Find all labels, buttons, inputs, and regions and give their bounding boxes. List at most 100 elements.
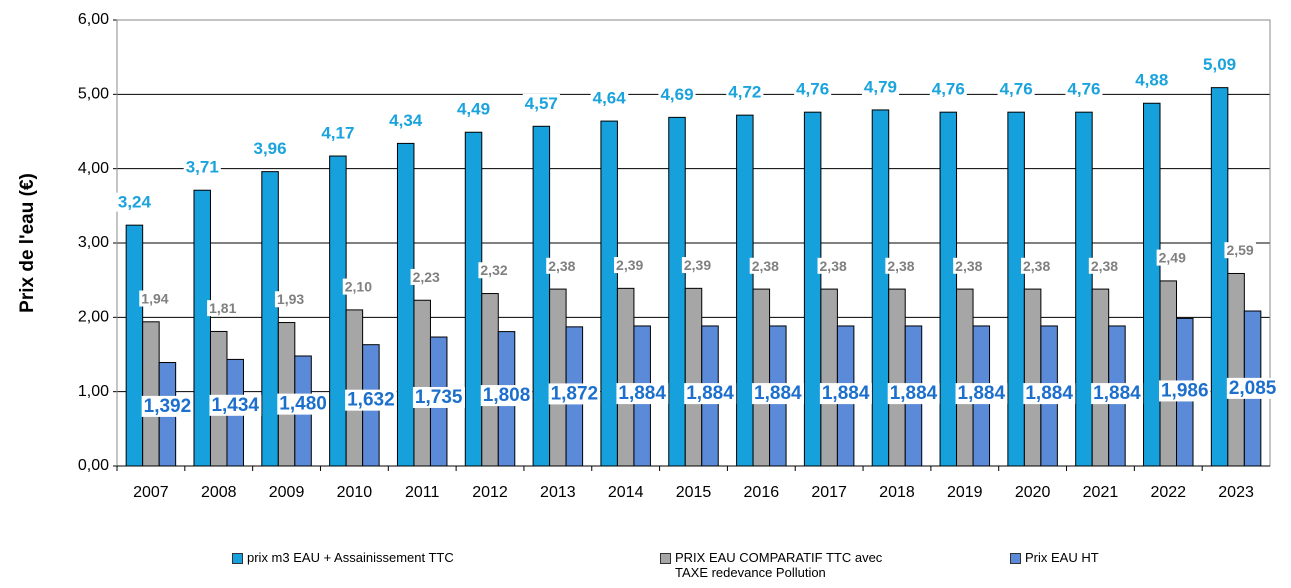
- data-label: 4,76: [1000, 80, 1033, 99]
- label-box: [749, 257, 782, 274]
- x-tick-label: 2020: [1015, 484, 1051, 501]
- legend-label: prix m3 EAU + Assainissement TTC: [247, 550, 454, 565]
- label-box: [1088, 257, 1121, 274]
- label-box: [861, 77, 900, 97]
- data-label: 1,808: [483, 385, 531, 406]
- data-label: 4,57: [525, 94, 558, 113]
- data-label: 4,34: [389, 111, 423, 130]
- data-label: 2,39: [616, 257, 643, 273]
- data-label: 1,735: [415, 387, 463, 408]
- x-tick-label: 2022: [1150, 484, 1186, 501]
- data-label: 1,986: [1161, 380, 1209, 401]
- bar: [684, 287, 703, 467]
- x-tick-label: 2017: [811, 484, 847, 501]
- label-box: [1133, 70, 1171, 90]
- bar: [142, 321, 160, 467]
- x-tick-label: 2021: [1083, 484, 1119, 501]
- data-label: 1,884: [1025, 383, 1073, 404]
- label-box: [1158, 380, 1211, 402]
- data-label: 2,49: [1159, 250, 1186, 266]
- label-box: [955, 383, 1008, 405]
- data-label: 3,96: [254, 139, 287, 158]
- data-label: 1,884: [1093, 383, 1141, 404]
- label-box: [1201, 55, 1239, 75]
- x-tick-label: 2019: [947, 484, 983, 501]
- bar: [345, 309, 364, 467]
- bar: [616, 287, 635, 467]
- label-box: [207, 300, 239, 317]
- label-box: [1156, 249, 1189, 266]
- label-box: [885, 257, 917, 274]
- label-box: [319, 123, 357, 143]
- data-label: 1,81: [209, 300, 236, 316]
- data-label: 1,94: [141, 290, 168, 306]
- bar: [1091, 288, 1110, 467]
- label-box: [616, 383, 669, 405]
- y-tick-label: 1,00: [78, 383, 109, 400]
- label-box: [412, 386, 465, 408]
- y-axis-label: Prix de l'eau (€): [17, 173, 38, 313]
- label-box: [522, 93, 560, 113]
- label-box: [139, 290, 171, 307]
- label-box: [548, 383, 601, 405]
- legend-swatch: [660, 553, 671, 564]
- y-tick-label: 0,00: [78, 457, 109, 474]
- x-tick-label: 2008: [201, 484, 237, 501]
- bar: [1023, 288, 1042, 467]
- label-box: [794, 79, 832, 99]
- label-box: [387, 110, 425, 130]
- label-box: [454, 99, 493, 119]
- data-label: 2,38: [955, 258, 982, 274]
- bar: [464, 131, 483, 467]
- data-label: 4,72: [728, 83, 761, 102]
- bar: [396, 142, 415, 467]
- label-box: [590, 88, 629, 108]
- bar: [1143, 102, 1161, 467]
- data-label: 1,884: [822, 383, 870, 404]
- data-label: 4,79: [864, 77, 897, 96]
- label-box: [251, 139, 289, 159]
- bar: [1159, 280, 1178, 467]
- bar: [1007, 111, 1025, 467]
- x-tick-label: 2016: [744, 484, 780, 501]
- label-box: [342, 278, 375, 295]
- bar: [956, 288, 974, 467]
- label-box: [887, 383, 940, 405]
- y-tick-label: 3,00: [78, 234, 109, 251]
- data-label: 2,38: [752, 258, 779, 274]
- y-tick-label: 4,00: [78, 160, 109, 177]
- data-label: 2,32: [480, 262, 507, 278]
- legend-label: Prix EAU HT: [1025, 550, 1099, 565]
- data-label: 2,23: [413, 269, 440, 285]
- x-tick-label: 2007: [133, 484, 169, 501]
- bar: [261, 171, 279, 467]
- bar: [820, 288, 838, 467]
- bar: [803, 111, 822, 467]
- data-label: 4,76: [932, 80, 965, 99]
- x-tick-label: 2023: [1218, 484, 1254, 501]
- bar: [871, 109, 890, 467]
- label-box: [277, 393, 329, 415]
- bar: [481, 293, 499, 467]
- bar: [532, 125, 551, 467]
- legend-swatch: [1010, 553, 1021, 564]
- data-label: 1,434: [211, 395, 259, 416]
- label-box: [410, 268, 443, 285]
- data-label: 3,71: [186, 158, 219, 177]
- y-tick-label: 2,00: [78, 309, 109, 326]
- bar: [600, 120, 618, 467]
- data-label: 1,392: [144, 396, 192, 417]
- label-box: [614, 257, 646, 274]
- data-label: 2,38: [820, 258, 847, 274]
- x-tick-label: 2013: [540, 484, 576, 501]
- bar: [752, 288, 771, 467]
- label-box: [1224, 242, 1256, 259]
- label-box: [726, 82, 764, 102]
- bar: [125, 224, 144, 467]
- label-box: [1020, 257, 1053, 274]
- x-tick-label: 2010: [337, 484, 373, 501]
- data-label: 1,884: [754, 383, 802, 404]
- label-box: [1091, 383, 1144, 405]
- data-label: 1,884: [890, 383, 938, 404]
- x-tick-label: 2011: [405, 484, 440, 501]
